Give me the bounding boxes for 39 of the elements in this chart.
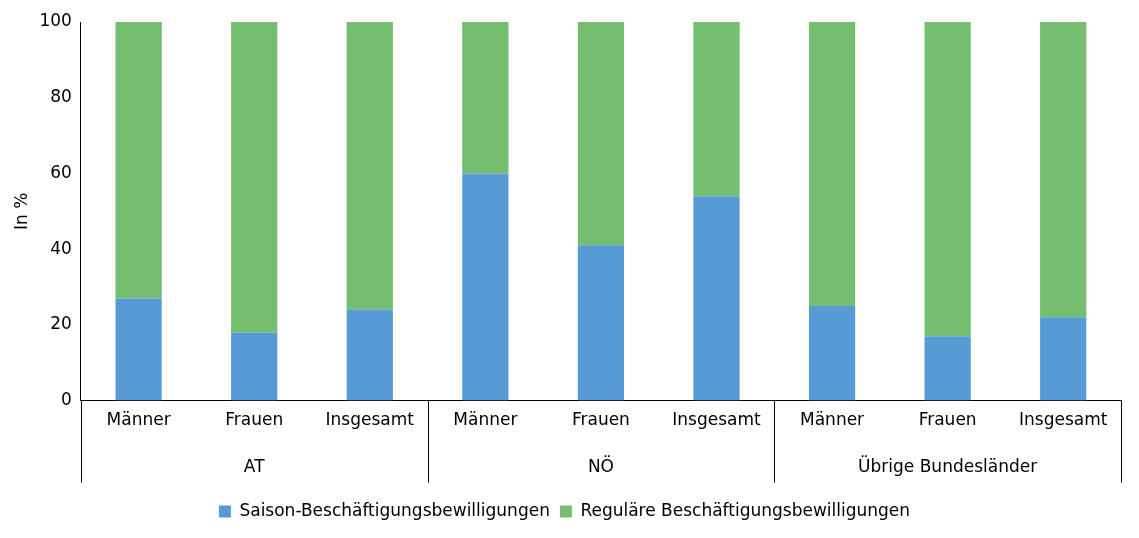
y-tick-label: 80 bbox=[50, 86, 72, 107]
bar bbox=[1040, 22, 1087, 318]
bar bbox=[1040, 317, 1087, 401]
bar bbox=[346, 22, 393, 310]
text: NÖ bbox=[587, 455, 614, 477]
legend-label: Saison-Beschäftigungsbewilligungen bbox=[239, 499, 550, 520]
bar bbox=[693, 22, 740, 197]
text: AT bbox=[243, 456, 266, 477]
y-tick-label: 100 bbox=[39, 10, 72, 31]
x-tick-label: Frauen bbox=[225, 409, 284, 430]
y-tick-label: 60 bbox=[50, 161, 72, 182]
bar bbox=[808, 305, 856, 401]
bar bbox=[231, 22, 278, 333]
x-tick-label: Frauen bbox=[918, 409, 977, 430]
text: Übrige Bundesländer bbox=[858, 455, 1038, 477]
x-tick-label: Männer bbox=[800, 409, 865, 430]
y-tick-label: 20 bbox=[50, 313, 72, 334]
y-tick-label: 0 bbox=[61, 389, 72, 410]
x-tick-label: Frauen bbox=[571, 409, 630, 430]
x-tick-label: Männer bbox=[106, 409, 171, 430]
y-tick-label: 40 bbox=[50, 237, 72, 258]
bar bbox=[924, 336, 971, 401]
bar bbox=[577, 245, 625, 401]
x-tick-label: Insgesamt bbox=[325, 409, 415, 430]
bar bbox=[693, 196, 740, 401]
bar bbox=[231, 332, 278, 401]
x-tick-label: Männer bbox=[453, 409, 518, 430]
bar bbox=[115, 298, 162, 401]
y-axis-title: In % bbox=[10, 192, 31, 230]
bar bbox=[924, 22, 971, 337]
x-tick-label: Insgesamt bbox=[1019, 409, 1108, 430]
bar bbox=[577, 22, 625, 246]
bar bbox=[115, 22, 162, 299]
bar bbox=[462, 173, 509, 401]
legend-label: Reguläre Beschäftigungsbewilligungen bbox=[580, 499, 911, 520]
bar bbox=[346, 309, 393, 401]
x-tick-label: Insgesamt bbox=[672, 409, 762, 430]
bar bbox=[808, 22, 856, 306]
bar bbox=[462, 22, 509, 174]
